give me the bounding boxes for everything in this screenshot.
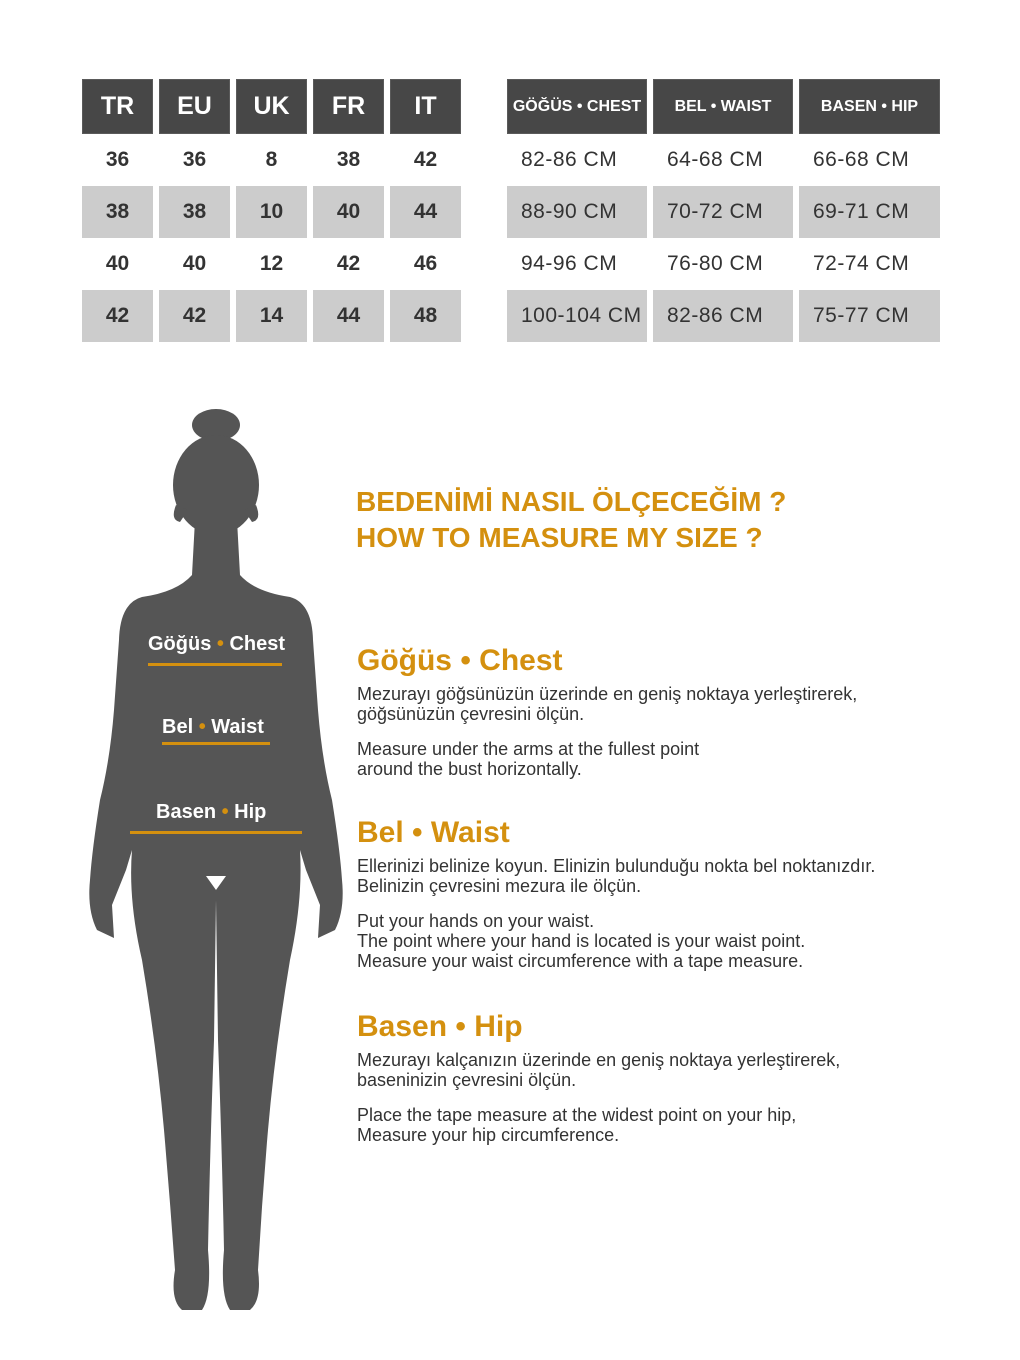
column-header: BEL • WAIST: [653, 79, 793, 134]
table-cell: 12: [259, 252, 284, 275]
column-header: IT: [390, 79, 461, 134]
title-tr: BEDENİMİ NASIL ÖLÇECEĞİM ?: [356, 486, 787, 517]
chest-label: Göğüs • Chest: [148, 633, 285, 656]
measurement-table: GÖĞÜS • CHEST BEL • WAIST BASEN • HIP 82-86…: [507, 79, 940, 342]
section-text-en: Put your hands on your waist. The point …: [357, 911, 806, 971]
section-chest: Göğüs • Chest Mezurayı göğsünüzün üzerin…: [357, 644, 857, 794]
table-cell: 66-68 CM: [813, 148, 910, 171]
hip-label-tr: Basen: [156, 801, 217, 823]
table-cell: 44: [390, 186, 461, 238]
table-cell: 100-104 CM: [507, 290, 647, 342]
table-cell: 42: [82, 290, 153, 342]
dot-separator: •: [221, 801, 229, 823]
table-cell: 42: [413, 148, 438, 171]
hip-label: Basen • Hip: [156, 801, 266, 824]
table-cell: 38: [336, 148, 361, 171]
table-cell: 48: [390, 290, 461, 342]
table-cell: 42: [159, 290, 230, 342]
table-cell: 40: [313, 186, 384, 238]
table-cell: 40: [182, 252, 207, 275]
table-cell: 46: [413, 252, 438, 275]
chest-label-en: Chest: [229, 633, 286, 655]
hip-label-en: Hip: [234, 801, 267, 823]
table-cell: 70-72 CM: [653, 186, 793, 238]
chest-label-tr: Göğüs: [148, 633, 212, 655]
column-header: GÖĞÜS • CHEST: [507, 79, 647, 134]
column-header: EU: [159, 79, 230, 134]
table-cell: 36: [105, 148, 130, 171]
table-cell: 94-96 CM: [521, 252, 618, 275]
section-heading: Basen • Hip: [357, 1010, 523, 1043]
section-hip: Basen • Hip Mezurayı kalçanızın üzerinde…: [357, 1010, 840, 1160]
table-cell: 72-74 CM: [813, 252, 910, 275]
silhouette-shape: [89, 409, 343, 1310]
table-cell: 38: [82, 186, 153, 238]
column-header: BASEN • HIP: [799, 79, 940, 134]
dot-separator: •: [198, 716, 206, 738]
table-cell: 14: [236, 290, 307, 342]
table-cell: 88-90 CM: [507, 186, 647, 238]
waist-line: [162, 742, 270, 745]
table-cell: 10: [236, 186, 307, 238]
section-waist: Bel • Waist Ellerinizi belinize koyun. E…: [357, 816, 875, 986]
dot-separator: •: [216, 633, 224, 655]
table-cell: 40: [105, 252, 130, 275]
hip-line: [130, 831, 302, 834]
section-text-en: Place the tape measure at the widest poi…: [357, 1105, 797, 1145]
table-cell: 82-86 CM: [521, 148, 618, 171]
body-silhouette: [89, 409, 343, 1310]
chest-line: [148, 663, 282, 666]
section-text-en: Measure under the arms at the fullest po…: [357, 739, 700, 779]
table-cell: 75-77 CM: [799, 290, 940, 342]
table-cell: 44: [313, 290, 384, 342]
table-cell: 38: [159, 186, 230, 238]
column-header: TR: [82, 79, 153, 134]
table-cell: 8: [265, 148, 278, 171]
waist-label-en: Waist: [211, 716, 264, 738]
section-text-tr: Mezurayı göğsünüzün üzerinde en geniş no…: [357, 684, 858, 724]
section-text-tr: Mezurayı kalçanızın üzerinde en geniş no…: [357, 1050, 841, 1090]
section-heading: Bel • Waist: [357, 816, 510, 849]
column-header: UK: [236, 79, 307, 134]
table-cell: 69-71 CM: [799, 186, 940, 238]
title-en: HOW TO MEASURE MY SIZE ?: [356, 522, 763, 553]
table-cell: 64-68 CM: [667, 148, 764, 171]
waist-label-tr: Bel: [162, 716, 194, 738]
section-heading: Göğüs • Chest: [357, 644, 563, 677]
size-conversion-table: TR EU UK FR IT 36 36 8 38 42 38 38 10 40 44 40 40 12 42 46 4…: [82, 79, 461, 342]
table-cell: 76-80 CM: [667, 252, 764, 275]
table-cell: 36: [182, 148, 207, 171]
column-header: FR: [313, 79, 384, 134]
page-title: BEDENİMİ NASIL ÖLÇECEĞİM ? HOW TO MEASUR…: [356, 484, 786, 556]
waist-label: Bel • Waist: [162, 716, 264, 739]
table-cell: 42: [336, 252, 361, 275]
table-cell: 82-86 CM: [653, 290, 793, 342]
section-text-tr: Ellerinizi belinize koyun. Elinizin bulu…: [357, 856, 876, 896]
